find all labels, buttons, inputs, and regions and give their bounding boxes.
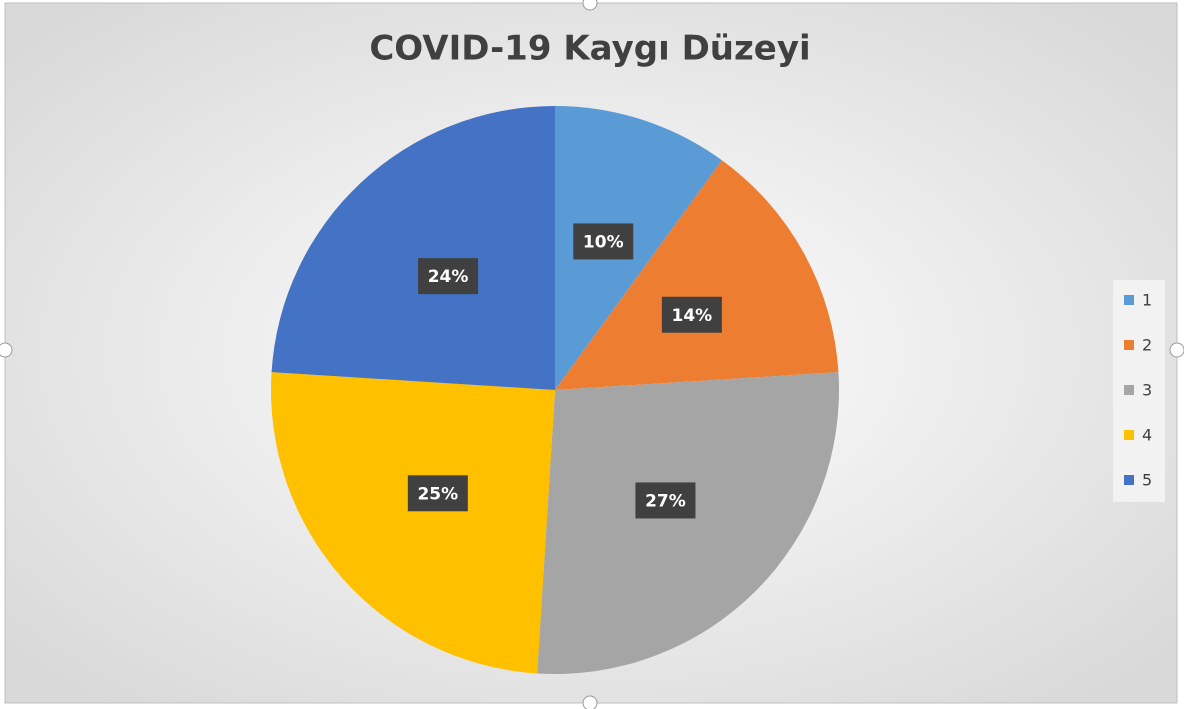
legend-swatch <box>1124 475 1134 485</box>
legend-swatch <box>1124 340 1134 350</box>
legend-label: 3 <box>1142 381 1152 400</box>
chart-title: COVID-19 Kaygı Düzeyi <box>369 29 810 69</box>
legend-label: 2 <box>1142 336 1152 355</box>
handle[interactable] <box>1169 342 1184 358</box>
data-label-box <box>661 296 722 333</box>
handle[interactable] <box>582 695 598 709</box>
legend-swatch <box>1124 385 1134 395</box>
data-label-box <box>418 258 479 295</box>
legend-swatch <box>1124 430 1134 440</box>
legend-label: 5 <box>1142 471 1152 490</box>
pie-slice <box>271 106 555 390</box>
pie-slice <box>555 106 722 390</box>
data-label-box <box>407 475 468 512</box>
legend-label: 4 <box>1142 426 1152 445</box>
data-label: 24% <box>428 267 469 287</box>
legend-label: 1 <box>1142 291 1152 310</box>
legend-swatch <box>1124 295 1134 305</box>
legend <box>1113 280 1165 502</box>
handle[interactable] <box>582 0 598 11</box>
data-label: 27% <box>645 491 686 511</box>
data-label: 25% <box>417 484 458 504</box>
data-label: 14% <box>672 306 713 326</box>
data-label-box <box>573 223 634 260</box>
handle[interactable] <box>0 342 13 358</box>
pie-slice <box>537 372 839 674</box>
pie-slice <box>555 160 839 390</box>
pie-slice <box>270 372 555 674</box>
data-label: 10% <box>583 232 624 252</box>
data-label-box <box>635 482 696 519</box>
